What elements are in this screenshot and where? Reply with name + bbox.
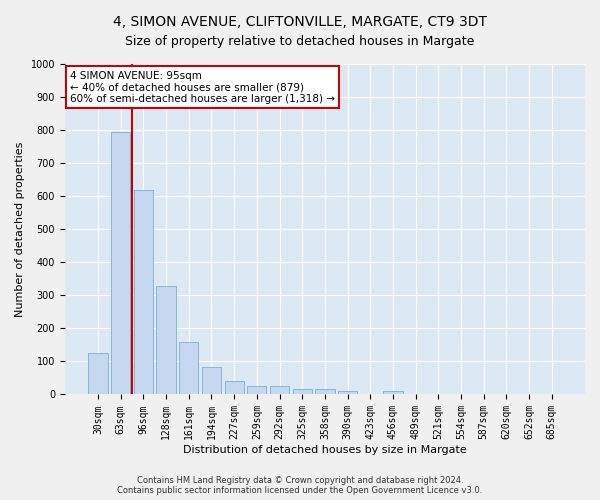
Bar bbox=[224, 382, 244, 394]
Bar bbox=[134, 190, 153, 394]
Bar bbox=[293, 388, 312, 394]
Y-axis label: Number of detached properties: Number of detached properties bbox=[15, 142, 25, 317]
Bar bbox=[157, 286, 176, 395]
X-axis label: Distribution of detached houses by size in Margate: Distribution of detached houses by size … bbox=[183, 445, 467, 455]
Bar bbox=[111, 132, 130, 394]
Bar bbox=[247, 386, 266, 394]
Text: 4, SIMON AVENUE, CLIFTONVILLE, MARGATE, CT9 3DT: 4, SIMON AVENUE, CLIFTONVILLE, MARGATE, … bbox=[113, 15, 487, 29]
Text: Contains HM Land Registry data © Crown copyright and database right 2024.
Contai: Contains HM Land Registry data © Crown c… bbox=[118, 476, 482, 495]
Bar bbox=[88, 353, 108, 395]
Text: Size of property relative to detached houses in Margate: Size of property relative to detached ho… bbox=[125, 35, 475, 48]
Bar bbox=[202, 368, 221, 394]
Bar bbox=[383, 392, 403, 394]
Bar bbox=[315, 389, 335, 394]
Bar bbox=[338, 391, 357, 394]
Bar bbox=[270, 386, 289, 394]
Bar bbox=[179, 342, 199, 394]
Text: 4 SIMON AVENUE: 95sqm
← 40% of detached houses are smaller (879)
60% of semi-det: 4 SIMON AVENUE: 95sqm ← 40% of detached … bbox=[70, 70, 335, 104]
